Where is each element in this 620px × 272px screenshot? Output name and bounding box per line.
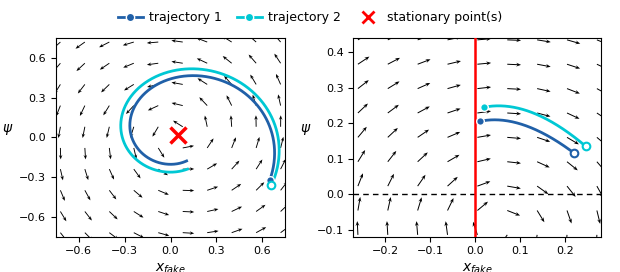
Legend: trajectory 1, trajectory 2, stationary point(s): trajectory 1, trajectory 2, stationary p… — [113, 6, 507, 29]
X-axis label: $x_{fake}$: $x_{fake}$ — [155, 262, 186, 272]
X-axis label: $x_{fake}$: $x_{fake}$ — [462, 262, 493, 272]
Y-axis label: $\psi$: $\psi$ — [2, 122, 14, 137]
Y-axis label: $\psi$: $\psi$ — [300, 122, 311, 137]
